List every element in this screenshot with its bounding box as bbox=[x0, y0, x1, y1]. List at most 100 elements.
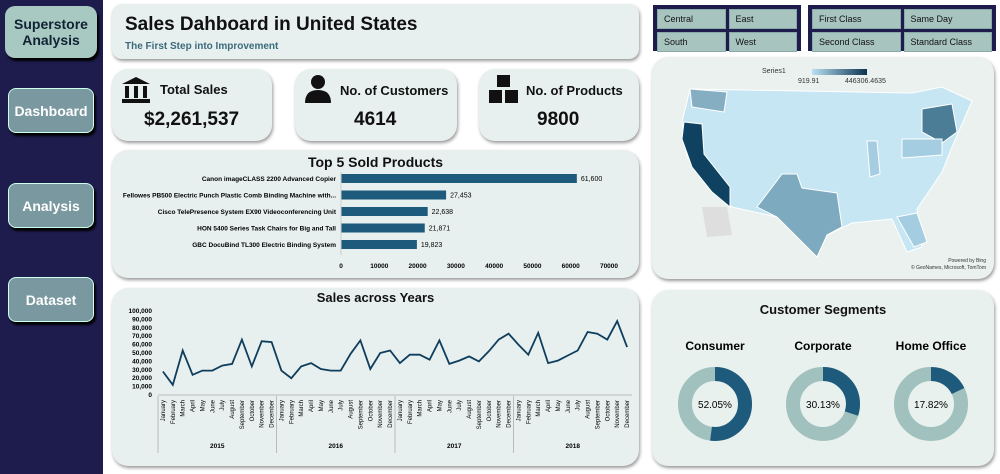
page-subtitle: The First Step into Improvement bbox=[125, 41, 279, 52]
x-month-label: December bbox=[507, 400, 513, 428]
sidebar-item-dashboard[interactable]: Dashboard bbox=[8, 88, 94, 133]
bar-category-label: Cisco TelePresence System EX90 Videoconf… bbox=[158, 209, 337, 216]
segments-chart: Consumer 52.05% Corporate 30.13% Home Office… bbox=[678, 339, 968, 441]
x-month-label: May bbox=[200, 400, 206, 411]
chart-title: Customer Segments bbox=[759, 302, 887, 317]
bar bbox=[341, 223, 425, 233]
x-month-label: September bbox=[240, 400, 246, 429]
y-tick-label: 100,000 bbox=[129, 308, 153, 315]
x-month-label: June bbox=[210, 399, 216, 413]
bar bbox=[341, 207, 428, 216]
segments-card: Customer Segments Consumer 52.05% Corporat… bbox=[652, 290, 994, 466]
chart-title: Top 5 Sold Products bbox=[307, 154, 444, 170]
x-month-label: July bbox=[339, 400, 345, 411]
kpi-label: No. of Customers bbox=[340, 83, 449, 98]
top-products-card: Top 5 Sold Products Canon imageCLASS 220… bbox=[112, 150, 639, 278]
y-tick-label: 50,000 bbox=[132, 350, 152, 357]
x-month-label: April bbox=[191, 400, 197, 412]
bank-icon bbox=[122, 77, 150, 103]
header: Sales Dahboard in United States The Firs… bbox=[112, 4, 639, 59]
legend-gradient bbox=[812, 69, 867, 75]
x-month-label: October bbox=[250, 400, 256, 421]
x-month-label: June bbox=[566, 399, 572, 413]
y-tick-label: 70,000 bbox=[132, 333, 152, 340]
kpi-label: Total Sales bbox=[160, 82, 228, 97]
x-month-label: August bbox=[349, 400, 355, 419]
sidebar-item-analysis[interactable]: Analysis bbox=[8, 183, 94, 228]
filter-east[interactable]: East bbox=[728, 9, 797, 29]
donut-slice bbox=[786, 367, 860, 441]
legend-max: 446306.4635 bbox=[845, 78, 886, 85]
sales-map-card: Series1 919.91 446306.4635 Powered by Bi… bbox=[652, 57, 994, 279]
filter-same-day[interactable]: Same Day bbox=[903, 9, 992, 29]
x-month-label: September bbox=[595, 400, 601, 429]
bar-value-label: 21,871 bbox=[429, 226, 451, 233]
bar-value-label: 27,453 bbox=[450, 193, 472, 200]
bar bbox=[341, 174, 577, 183]
x-month-label: July bbox=[576, 400, 582, 411]
filter-first-class[interactable]: First Class bbox=[812, 9, 901, 29]
sidebar: Superstore Analysis Dashboard Analysis D… bbox=[0, 0, 103, 474]
bar-category-label: Fellowes PB500 Electric Punch Plastic Co… bbox=[123, 193, 336, 200]
filter-standard-class[interactable]: Standard Class bbox=[903, 32, 992, 52]
x-month-label: September bbox=[358, 400, 364, 429]
bar-category-label: GBC DocuBind TL300 Electric Binding Syst… bbox=[192, 242, 336, 249]
x-tick-label: 20000 bbox=[409, 263, 427, 270]
kpi-value: 9800 bbox=[537, 109, 580, 130]
filter-central[interactable]: Central bbox=[657, 9, 726, 29]
x-month-label: May bbox=[319, 400, 325, 411]
x-month-label: June bbox=[329, 399, 335, 413]
x-month-label: March bbox=[181, 400, 187, 417]
x-month-label: October bbox=[605, 400, 611, 421]
x-month-label: December bbox=[270, 400, 276, 428]
filter-south[interactable]: South bbox=[657, 32, 726, 52]
sales-line bbox=[162, 318, 628, 387]
x-tick-label: 50000 bbox=[523, 263, 541, 270]
y-tick-label: 90,000 bbox=[132, 316, 152, 323]
y-tick-label: 30,000 bbox=[132, 367, 152, 374]
sidebar-title: Superstore Analysis bbox=[5, 6, 97, 58]
x-month-label: January bbox=[516, 400, 522, 421]
chart-title: Sales across Years bbox=[316, 290, 435, 305]
x-month-label: May bbox=[437, 400, 443, 411]
filter-west[interactable]: West bbox=[728, 32, 797, 52]
us-map[interactable] bbox=[652, 57, 994, 279]
bar-category-label: Canon imageCLASS 2200 Advanced Copier bbox=[202, 176, 337, 183]
x-month-label: April bbox=[546, 400, 552, 412]
filter-second-class[interactable]: Second Class bbox=[812, 32, 901, 52]
kpi-label: No. of Products bbox=[526, 83, 623, 98]
x-tick-label: 60000 bbox=[562, 263, 580, 270]
y-tick-label: 80,000 bbox=[132, 325, 152, 332]
x-month-label: January bbox=[161, 400, 167, 421]
x-year-label: 2018 bbox=[566, 443, 581, 450]
legend-min: 919.91 bbox=[798, 78, 820, 85]
x-month-label: February bbox=[408, 400, 414, 424]
x-month-label: February bbox=[526, 400, 532, 424]
x-month-label: March bbox=[536, 400, 542, 417]
x-tick-label: 0 bbox=[339, 263, 343, 270]
kpi-customers: No. of Customers 4614 bbox=[295, 69, 457, 141]
x-month-label: June bbox=[447, 399, 453, 413]
x-month-label: March bbox=[418, 400, 424, 417]
x-month-label: November bbox=[378, 400, 384, 428]
x-year-label: 2017 bbox=[447, 443, 462, 450]
x-month-label: July bbox=[457, 400, 463, 411]
region-filter: Central East South West bbox=[653, 5, 801, 52]
map-credit: Powered by Bing bbox=[948, 258, 986, 264]
bar-category-label: HON 5400 Series Task Chairs for Big and … bbox=[197, 226, 336, 233]
page-title: Sales Dahboard in United States bbox=[125, 14, 418, 35]
y-tick-label: 0 bbox=[148, 392, 152, 399]
x-month-label: October bbox=[487, 400, 493, 421]
x-month-label: February bbox=[289, 400, 295, 424]
x-month-label: May bbox=[556, 400, 562, 411]
x-month-label: October bbox=[368, 400, 374, 421]
x-year-label: 2015 bbox=[210, 443, 225, 450]
sidebar-item-dataset[interactable]: Dataset bbox=[8, 277, 94, 322]
map-credit: © GeoNames, Microsoft, TomTom bbox=[911, 265, 986, 271]
x-month-label: February bbox=[171, 400, 177, 424]
kpi-value: $2,261,537 bbox=[144, 109, 240, 130]
x-month-label: March bbox=[299, 400, 305, 417]
x-month-label: August bbox=[586, 400, 592, 419]
y-tick-label: 40,000 bbox=[132, 358, 152, 365]
x-month-label: July bbox=[220, 400, 226, 411]
